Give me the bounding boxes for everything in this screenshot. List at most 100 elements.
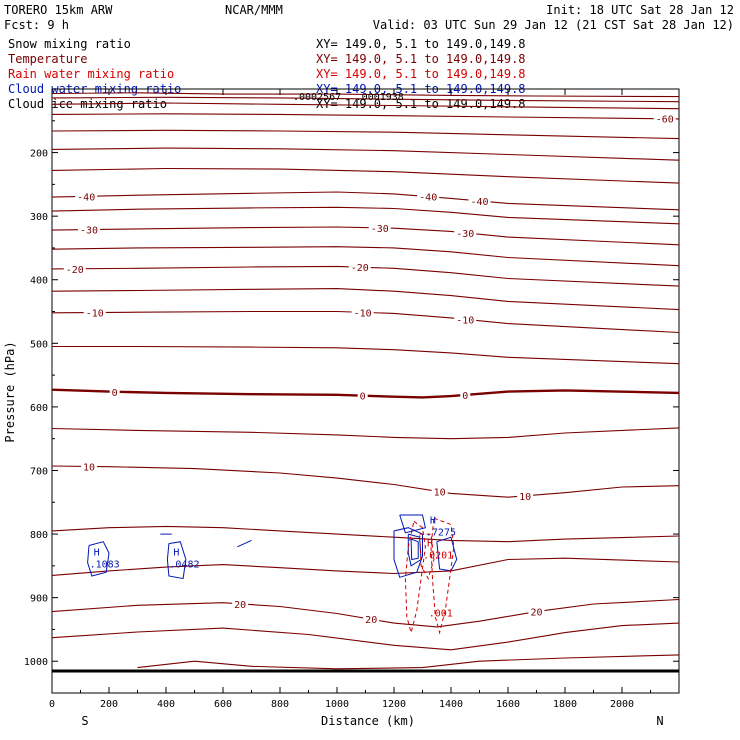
isotherm-line [52, 102, 679, 110]
isotherm-label: -10 [354, 308, 372, 319]
x-tick-label: 1600 [496, 699, 520, 710]
isotherm-label: -20 [351, 263, 369, 274]
x-tick-label: 2000 [610, 699, 634, 710]
isotherm-label-bg [75, 190, 98, 202]
forecast-hour: Fcst: 9 h [4, 18, 69, 32]
x-tick-label: 1800 [553, 699, 577, 710]
isotherm-label-bg [357, 389, 368, 401]
legend-label: Temperature [8, 52, 87, 66]
isotherm-label-bg [431, 485, 448, 497]
isotherm-label-bg [417, 190, 440, 202]
y-tick-label: 800 [30, 530, 48, 541]
isotherm-label-bg [528, 605, 545, 617]
x-tick-label: 200 [100, 699, 118, 710]
cloud-water-contour [237, 539, 252, 548]
isotherm-line [52, 288, 679, 311]
isotherm-label-bg [454, 313, 477, 325]
south-label: S [81, 714, 88, 728]
x-axis: 0 200 400 600 800 1000 1200 1400 1600 1800 2000 [49, 89, 651, 710]
isotherm-label: -10 [456, 315, 474, 326]
cloud-water-contour [407, 533, 422, 567]
max-marker: H [94, 547, 100, 558]
isotherm-line [52, 598, 679, 628]
max-value-label: .001 [429, 608, 453, 619]
isotherm-line [52, 113, 679, 120]
isotherm-label-bg [368, 221, 391, 233]
max-marker: H [427, 539, 433, 550]
north-label: N [656, 714, 663, 728]
isotherm-label: -40 [419, 193, 437, 204]
x-tick-label: 1400 [439, 699, 463, 710]
isotherm-line [52, 206, 679, 225]
isotherm-label-bg [232, 597, 249, 609]
max-marker: H [173, 547, 179, 558]
y-tick-label: 200 [30, 149, 48, 160]
isotherm-label: 10 [434, 488, 446, 499]
legend-coords: XY= 149.0, 5.1 to 149.0,149.8 [316, 52, 526, 66]
isotherm-line [52, 129, 679, 140]
isotherm-label-bg [460, 388, 471, 400]
max-marker: H [430, 516, 436, 527]
isotherm-line [52, 345, 679, 365]
max-value-label: .0201 [423, 551, 453, 562]
isotherm-label: -60 [656, 115, 674, 126]
cloud-water-contour [436, 536, 458, 572]
legend-coords: XY= 149.0, 5.1 to 149.0,149.8 [316, 67, 526, 81]
x-axis-title: Distance (km) [321, 714, 415, 728]
y-tick-label: 400 [30, 276, 48, 287]
isotherm-label-bg [468, 194, 491, 206]
isotherm-label: 0 [112, 388, 118, 399]
isotherm-label: 0 [462, 391, 468, 402]
isotherm-label-bg [78, 223, 101, 235]
isotherm-label: -30 [371, 224, 389, 235]
isotherm-label: 20 [530, 608, 542, 619]
max-value-label: .7275 [426, 528, 456, 539]
y-tick-label: 300 [30, 212, 48, 223]
x-tick-label: 1000 [325, 699, 349, 710]
isotherm-line [52, 525, 679, 543]
isotherm-label-bg [653, 112, 676, 124]
isotherm-line [52, 465, 679, 498]
x-tick-label: 600 [214, 699, 232, 710]
cloud-water-contour [87, 541, 110, 577]
isotherm-line [52, 557, 679, 576]
legend-label: Snow mixing ratio [8, 37, 131, 51]
isotherm-label-bg [517, 489, 534, 501]
org-label: NCAR/MMM [225, 3, 283, 17]
valid-time: Valid: 03 UTC Sun 29 Jan 12 (21 CST Sat … [373, 18, 734, 32]
isotherm-label: -30 [80, 226, 98, 237]
isotherm-label: -40 [77, 192, 95, 203]
isotherm-line [52, 96, 679, 103]
model-title: TORERO 15km ARW [4, 3, 113, 17]
top-annotation: .0002567 [293, 92, 341, 103]
isotherm-line [52, 147, 679, 161]
rain-contour [404, 520, 426, 635]
isotherm-line [52, 226, 679, 246]
isotherm-label-bg [363, 613, 380, 625]
x-tick-label: 400 [157, 699, 175, 710]
x-tick-label: 1200 [382, 699, 406, 710]
y-tick-label: 500 [30, 339, 48, 350]
isotherm-label: -30 [456, 229, 474, 240]
y-tick-label: 1000 [24, 657, 48, 668]
y-tick-label: 900 [30, 594, 48, 605]
isotherm-label-bg [83, 306, 106, 318]
init-time: Init: 18 UTC Sat 28 Jan 12 [546, 3, 734, 17]
isotherm-line [52, 622, 679, 651]
y-axis-title: Pressure (hPa) [3, 341, 17, 442]
isotherm-label: 20 [365, 615, 377, 626]
isotherm-label: 10 [83, 462, 95, 473]
cloud-water-contour [410, 538, 419, 561]
isotherm-label-bg [109, 385, 120, 397]
isotherm-line [52, 167, 679, 184]
isotherm-line [52, 427, 679, 440]
isotherm-label: 20 [234, 600, 246, 611]
isotherm-label: -40 [470, 197, 488, 208]
rain-contour [419, 533, 435, 580]
isotherm-label: -10 [86, 308, 104, 319]
x-tick-label: 0 [49, 699, 55, 710]
cloud-water-contour [393, 527, 423, 578]
